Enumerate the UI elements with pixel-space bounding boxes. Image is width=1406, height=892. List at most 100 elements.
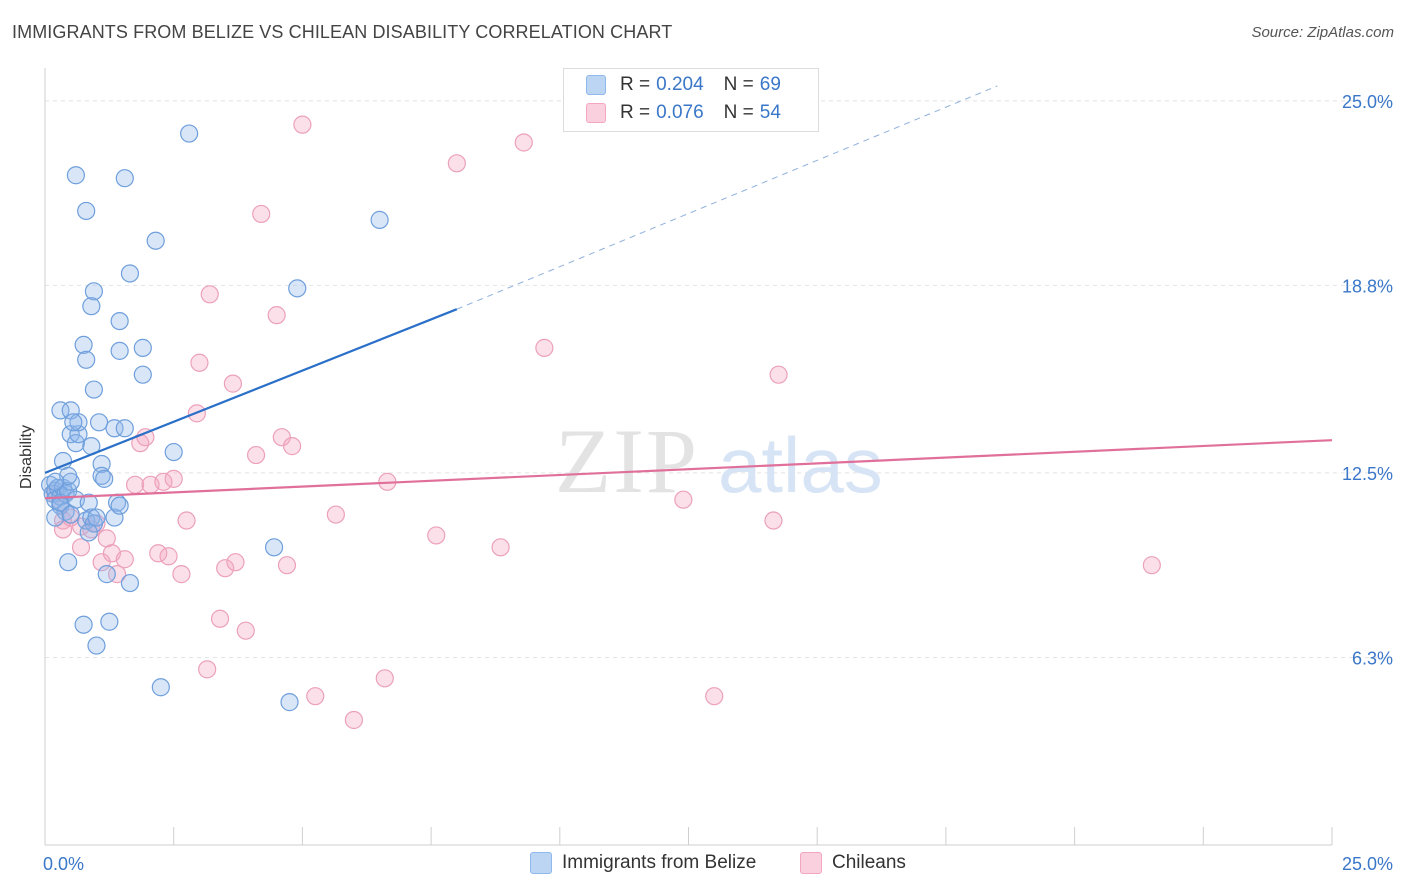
belize-point	[46, 472, 65, 491]
chileans-point	[375, 669, 394, 688]
belize-point	[280, 693, 299, 712]
belize-point	[164, 442, 183, 462]
chileans-point	[344, 710, 363, 730]
chileans-point	[200, 285, 219, 304]
belize-point	[133, 338, 152, 357]
legend-n-value: 54	[759, 102, 781, 123]
belize-point	[105, 419, 124, 438]
chileans-point	[115, 550, 134, 569]
chileans-point	[159, 547, 178, 566]
belize-point	[56, 502, 75, 521]
chileans-point	[293, 115, 312, 134]
belize-point	[110, 496, 129, 515]
chileans-point	[216, 559, 235, 578]
chileans-point	[491, 538, 510, 557]
belize-point	[61, 505, 80, 524]
belize-point	[133, 365, 152, 384]
belize-point	[151, 678, 170, 697]
gridlines	[45, 100, 1392, 658]
belize-point	[89, 413, 109, 432]
chileans-point	[514, 133, 533, 152]
belize-point	[51, 401, 70, 420]
belize-point	[87, 508, 106, 527]
chileans-point	[326, 505, 345, 524]
belize-point	[288, 279, 307, 298]
belize-point	[110, 341, 129, 360]
belize-point	[92, 466, 111, 485]
x-tick-label: 25.0%	[1342, 854, 1393, 874]
legend-r-label: R =	[620, 102, 651, 123]
belize-point	[110, 311, 129, 331]
chileans-point	[674, 490, 693, 509]
belize-point	[105, 508, 124, 527]
tick-labels: 6.3% 12.5% 18.8% 25.0% 0.0% 25.0%	[43, 92, 1393, 874]
chileans-point	[223, 374, 243, 393]
legend-swatch-belize	[586, 75, 606, 95]
chileans-point	[427, 526, 446, 545]
chileans-point	[125, 475, 145, 494]
belize-point	[84, 282, 104, 301]
chileans-point	[71, 538, 91, 557]
belize-point	[100, 612, 119, 631]
belize-point	[69, 413, 88, 432]
legend-n-label: N =	[723, 102, 754, 123]
belize-point	[370, 210, 389, 229]
y-tick-label: 6.3%	[1352, 648, 1393, 668]
belize-point	[84, 380, 104, 399]
chileans-point	[236, 621, 255, 640]
legend-r-value: 0.076	[656, 102, 704, 123]
belize-point	[146, 231, 165, 250]
legend-row-belize: R = 0.204 N = 69	[586, 73, 781, 97]
y-tick-label: 18.8%	[1342, 276, 1393, 296]
chileans-point	[210, 609, 230, 628]
belize-point	[264, 538, 284, 557]
belize-point	[66, 166, 85, 185]
chileans-point	[190, 353, 209, 372]
chileans-point	[306, 687, 325, 706]
legend-n-label: N =	[723, 74, 754, 95]
chileans-point	[1142, 556, 1161, 575]
belize-point	[79, 523, 98, 542]
belize-point	[77, 350, 96, 369]
correlation-legend: R = 0.204 N = 69 R = 0.076 N = 54	[563, 68, 819, 132]
bottom-swatch-chileans	[800, 852, 822, 874]
y-tick-label: 12.5%	[1342, 464, 1393, 484]
chileans-point	[154, 472, 173, 491]
chileans-point	[283, 437, 302, 456]
chileans-point	[149, 544, 168, 563]
legend-n-value: 69	[759, 74, 781, 95]
belize-point	[120, 264, 140, 283]
chileans-point	[272, 428, 291, 447]
belize-point	[97, 565, 116, 584]
bottom-swatch-belize	[530, 852, 552, 874]
axes	[44, 68, 1333, 846]
bottom-legend-belize-label: Immigrants from Belize	[562, 852, 757, 873]
legend-r-label: R =	[620, 74, 651, 95]
y-axis-label: Disability	[18, 424, 35, 490]
legend-r-value: 0.204	[656, 74, 704, 95]
belize-point	[77, 201, 96, 221]
belize-point	[79, 493, 98, 512]
chileans-point	[705, 687, 724, 706]
belize-point	[59, 553, 78, 572]
chileans-point	[267, 306, 286, 325]
chileans-point	[92, 553, 111, 572]
belize-point	[180, 124, 199, 143]
bottom-legend-chileans: Chileans	[800, 852, 906, 874]
chileans-point	[198, 660, 217, 679]
source-label: Source: ZipAtlas.com	[1251, 24, 1394, 41]
belize-point	[82, 297, 101, 316]
chileans-point	[764, 511, 783, 530]
belize-point	[120, 573, 140, 593]
belize-point	[115, 419, 134, 438]
y-tick-label: 25.0%	[1342, 92, 1393, 112]
bottom-legend-chileans-label: Chileans	[832, 852, 906, 873]
watermark: ZIP atlas	[555, 410, 883, 512]
legend-row-chileans: R = 0.076 N = 54	[586, 101, 781, 125]
bottom-legend-belize: Immigrants from Belize	[530, 852, 756, 874]
x-tick-label: 0.0%	[43, 854, 84, 874]
chileans-point	[447, 154, 466, 173]
belize-point	[87, 636, 106, 655]
belize-points	[41, 124, 389, 712]
